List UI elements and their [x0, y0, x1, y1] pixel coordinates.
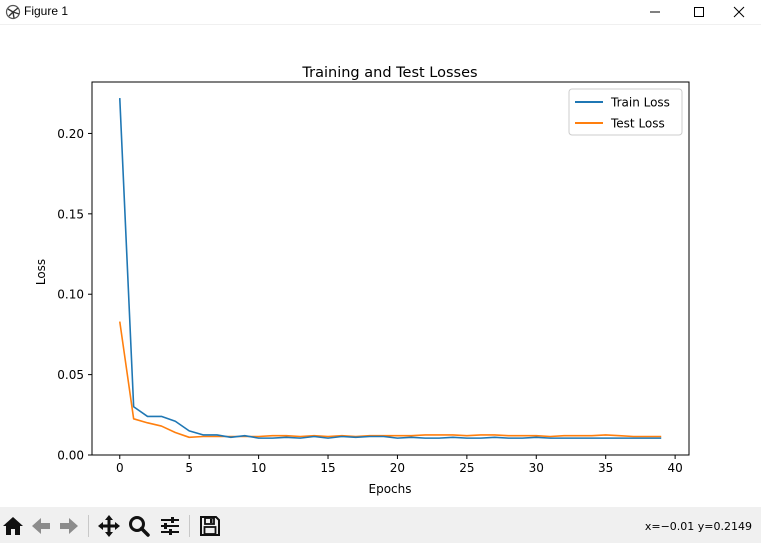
navigation-toolbar: x=−0.01 y=0.2149: [0, 507, 761, 543]
x-tick-label: 0: [116, 461, 124, 475]
home-icon: [3, 517, 23, 535]
y-tick-label: 0.10: [57, 288, 84, 302]
chart-title: Training and Test Losses: [301, 65, 477, 81]
home-button[interactable]: [0, 513, 26, 539]
save-icon: [200, 516, 220, 536]
y-tick-label: 0.20: [57, 127, 84, 141]
x-tick-label: 15: [320, 461, 335, 475]
cursor-coordinates: x=−0.01 y=0.2149: [644, 520, 752, 533]
legend-test-label: Test Loss: [610, 117, 665, 131]
x-tick-label: 10: [251, 461, 266, 475]
test-loss-line: [118, 321, 662, 439]
x-tick-label: 25: [459, 461, 474, 475]
y-tick-label: 0.05: [57, 368, 84, 382]
window-titlebar: Figure 1: [0, 0, 761, 25]
close-icon: [733, 6, 745, 18]
axes-frame: [91, 81, 690, 456]
zoom-icon: [129, 516, 150, 537]
toolbar-separator: [189, 515, 190, 537]
y-tick-label: 0.15: [57, 207, 84, 221]
minimize-icon: [650, 11, 660, 13]
forward-arrow-icon: [60, 518, 78, 534]
close-button[interactable]: [717, 0, 761, 24]
loss-chart: Training and Test Losses 0 5 10 15 20 25 30 35 4…: [34, 65, 690, 496]
y-tick-label: 0.00: [57, 449, 84, 463]
pan-button[interactable]: [96, 513, 122, 539]
window-title: Figure 1: [24, 4, 69, 18]
save-button[interactable]: [197, 513, 223, 539]
legend: Train Loss Test Loss: [568, 88, 683, 136]
train-loss-line: [118, 98, 662, 439]
maximize-icon: [694, 7, 704, 17]
x-tick-label: 40: [667, 461, 682, 475]
y-axis-label: Loss: [34, 259, 48, 285]
configure-subplots-icon: [161, 517, 179, 535]
x-tick-label: 20: [390, 461, 405, 475]
x-tick-label: 35: [598, 461, 613, 475]
x-tick-label: 5: [185, 461, 193, 475]
pan-icon: [98, 515, 120, 537]
figure-canvas[interactable]: Training and Test Losses 0 5 10 15 20 25 30 35 4…: [0, 25, 761, 507]
forward-button[interactable]: [56, 513, 82, 539]
maximize-button[interactable]: [677, 0, 721, 24]
back-arrow-icon: [32, 518, 50, 534]
toolbar-separator: [88, 515, 89, 537]
back-button[interactable]: [28, 513, 54, 539]
zoom-button[interactable]: [126, 513, 152, 539]
matplotlib-icon: [5, 4, 21, 20]
x-tick-label: 30: [529, 461, 544, 475]
legend-train-label: Train Loss: [610, 96, 670, 110]
minimize-button[interactable]: [633, 0, 677, 24]
x-axis-label: Epochs: [369, 482, 412, 496]
configure-subplots-button[interactable]: [157, 513, 183, 539]
